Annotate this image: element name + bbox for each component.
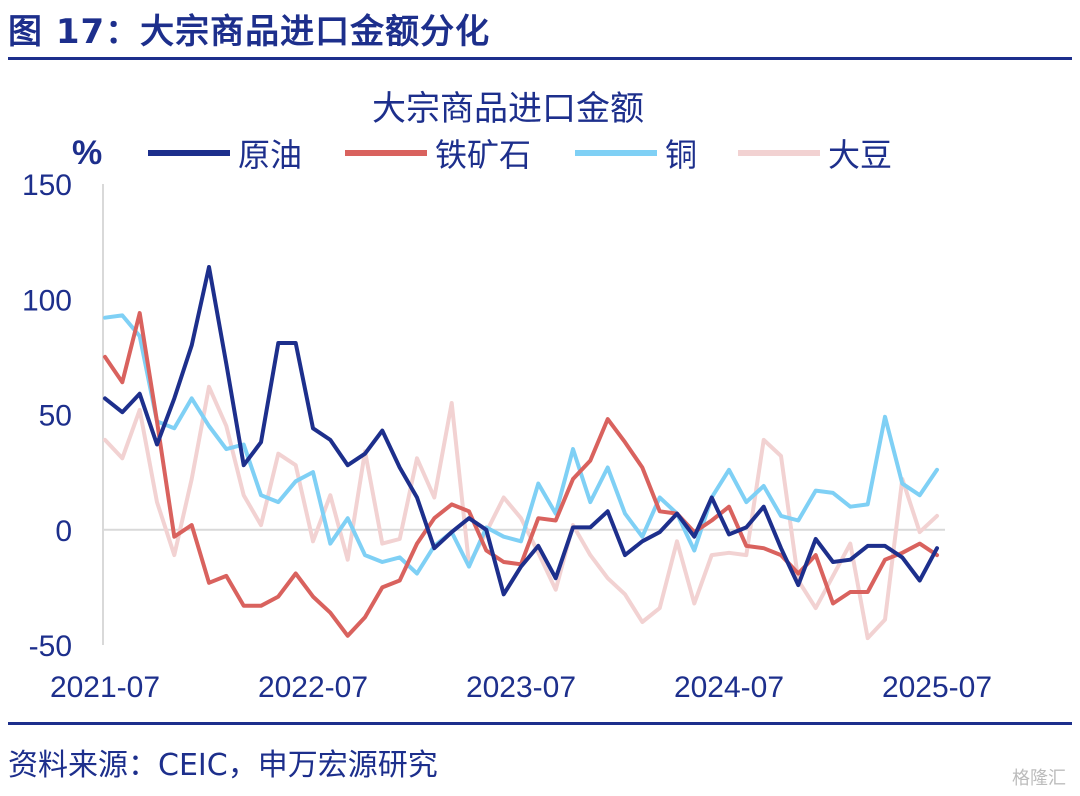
- legend-label: 大豆: [828, 137, 892, 173]
- watermark: 格隆汇: [1012, 768, 1066, 789]
- series-line-3: [103, 313, 939, 576]
- x-tick-label: 2021-07: [50, 671, 160, 704]
- x-tick-label: 2023-07: [466, 671, 576, 704]
- legend-label: 铁矿石: [435, 137, 531, 173]
- x-tick-label: 2024-07: [674, 671, 784, 704]
- y-tick-label: 150: [22, 169, 72, 202]
- top-divider: [8, 57, 1072, 60]
- series-line-4: [103, 384, 939, 641]
- y-tick-label: 0: [55, 515, 72, 548]
- x-axis: 2021-07 2022-07 2023-07 2024-07 2025-07: [50, 671, 992, 704]
- y-axis: -50 0 50 100 150: [22, 169, 72, 663]
- y-tick-label: 100: [22, 284, 72, 317]
- y-tick-label: -50: [29, 630, 72, 663]
- legend-label: 铜: [665, 137, 697, 173]
- source-note: 资料来源：CEIC，申万宏源研究: [8, 748, 438, 783]
- series-line-2: [103, 311, 939, 638]
- series-group: [103, 265, 939, 641]
- legend: 原油 铁矿石 铜 大豆: [148, 137, 892, 173]
- bottom-divider: [8, 722, 1072, 725]
- legend-label: 原油: [238, 137, 302, 173]
- x-tick-label: 2022-07: [258, 671, 368, 704]
- line-chart: 大宗商品进口金额 % 原油 铁矿石 铜 大豆 -50 0 50 100 150 2021-07…: [22, 90, 992, 704]
- y-axis-label: %: [72, 134, 102, 172]
- series-line-1: [103, 265, 939, 597]
- x-tick-label: 2025-07: [882, 671, 992, 704]
- axes-lines: [102, 184, 945, 645]
- figure-title: 图 17：大宗商品进口金额分化: [8, 12, 491, 52]
- y-tick-label: 50: [39, 400, 72, 433]
- chart-title: 大宗商品进口金额: [372, 90, 644, 128]
